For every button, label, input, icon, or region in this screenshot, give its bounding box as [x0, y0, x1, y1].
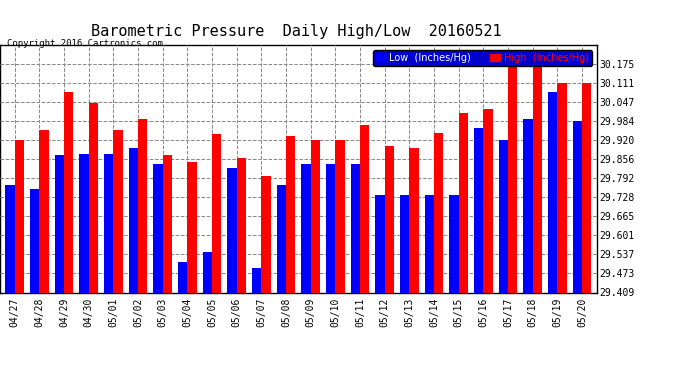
Bar: [351, 164, 360, 292]
Bar: [310, 140, 320, 292]
Bar: [523, 119, 533, 292]
Bar: [138, 119, 148, 292]
Bar: [582, 83, 591, 292]
Bar: [237, 158, 246, 292]
Legend: Low  (Inches/Hg), High  (Inches/Hg): Low (Inches/Hg), High (Inches/Hg): [373, 50, 592, 66]
Bar: [6, 185, 14, 292]
Bar: [262, 176, 270, 292]
Bar: [335, 140, 345, 292]
Bar: [178, 262, 188, 292]
Bar: [55, 155, 64, 292]
Bar: [228, 168, 237, 292]
Bar: [400, 195, 409, 292]
Bar: [203, 252, 212, 292]
Bar: [129, 148, 138, 292]
Text: Barometric Pressure  Daily High/Low  20160521: Barometric Pressure Daily High/Low 20160…: [91, 24, 502, 39]
Bar: [113, 130, 123, 292]
Bar: [30, 189, 39, 292]
Bar: [163, 155, 172, 292]
Bar: [39, 130, 49, 292]
Bar: [484, 109, 493, 292]
Bar: [573, 121, 582, 292]
Bar: [360, 125, 369, 292]
Bar: [153, 164, 163, 292]
Bar: [508, 64, 518, 292]
Bar: [277, 185, 286, 292]
Bar: [326, 164, 335, 292]
Bar: [64, 92, 74, 292]
Bar: [212, 134, 221, 292]
Bar: [449, 195, 459, 292]
Bar: [409, 148, 419, 292]
Bar: [533, 64, 542, 292]
Bar: [459, 113, 468, 292]
Bar: [252, 268, 262, 292]
Bar: [558, 84, 566, 292]
Bar: [14, 140, 24, 292]
Bar: [79, 153, 89, 292]
Bar: [434, 133, 444, 292]
Bar: [188, 162, 197, 292]
Bar: [499, 140, 508, 292]
Bar: [474, 128, 484, 292]
Bar: [375, 195, 385, 292]
Bar: [385, 146, 394, 292]
Bar: [104, 153, 113, 292]
Bar: [286, 136, 295, 292]
Bar: [89, 103, 98, 292]
Bar: [548, 92, 558, 292]
Text: Copyright 2016 Cartronics.com: Copyright 2016 Cartronics.com: [7, 39, 163, 48]
Bar: [302, 164, 310, 292]
Bar: [425, 195, 434, 292]
